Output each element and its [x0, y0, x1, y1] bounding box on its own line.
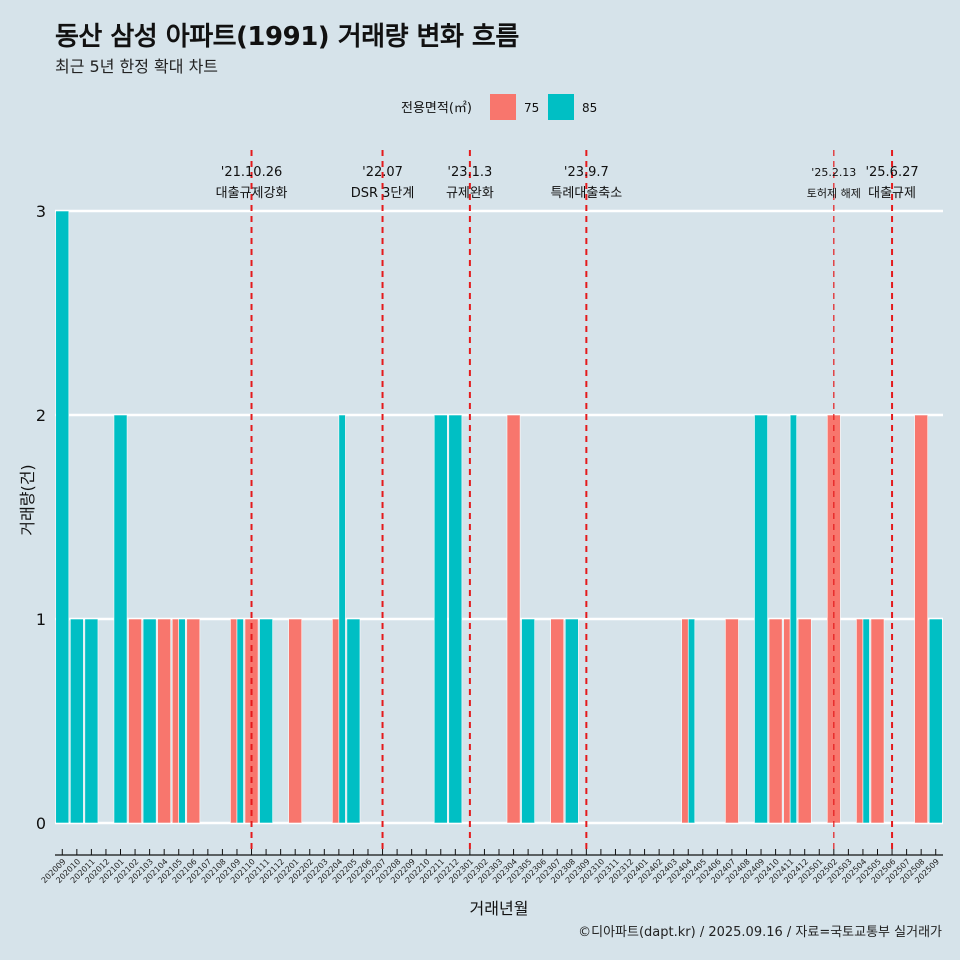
bar-85-202011 — [84, 618, 99, 824]
event-date-202301: '23.1.3 — [447, 165, 492, 180]
bar-85-202411 — [789, 414, 797, 824]
event-lines: '21.10.26 대출규제강화 '22.07 DSR 3단계 '23.1.3 규제완화 '… — [216, 150, 919, 850]
legend-label-85: 85 — [582, 101, 597, 115]
bar-85-202409 — [754, 414, 768, 824]
bar-75-202410 — [768, 618, 783, 824]
bar-75-202404 — [681, 618, 689, 824]
bar-85-202109 — [236, 618, 244, 824]
bar-85-202105 — [178, 618, 186, 824]
bar-85-202404 — [687, 618, 696, 824]
bar-75-202304 — [506, 414, 521, 824]
bar-85-202101 — [113, 414, 128, 824]
event-label-202301: 규제완화 — [446, 186, 494, 201]
bar-75-202104 — [157, 618, 172, 824]
bar-75-202412 — [797, 618, 812, 824]
bar-85-202010 — [69, 618, 84, 824]
bar-75-202109 — [230, 618, 238, 824]
bar-85-202204 — [338, 414, 346, 824]
event-date-202506: '25.6.27 — [865, 165, 918, 180]
legend-title: 전용면적(㎡) — [401, 101, 472, 116]
bar-75-202204 — [332, 618, 340, 824]
bar-85-202205 — [346, 618, 361, 824]
bars — [55, 210, 943, 824]
event-date-202110: '21.10.26 — [221, 165, 282, 180]
bar-85-202009 — [55, 210, 70, 824]
y-axis-title: 거래량(건) — [18, 464, 37, 535]
page-subtitle: 최근 5년 한정 확대 차트 — [55, 57, 219, 76]
bar-75-202411 — [783, 618, 791, 824]
event-label-202110: 대출규제강화 — [216, 186, 288, 201]
bar-75-202106 — [186, 618, 201, 824]
bar-75-202502 — [826, 414, 841, 824]
bar-75-202307 — [550, 618, 565, 824]
bar-85-202103 — [142, 618, 157, 824]
event-label-202309: 특례대출축소 — [550, 186, 622, 201]
bar-85-202305 — [521, 618, 535, 824]
event-date-202309: '23.9.7 — [564, 165, 609, 180]
legend-swatch-75 — [490, 94, 516, 120]
bar-75-202201 — [288, 618, 303, 824]
source-caption: ©디아파트(dapt.kr) / 2025.09.16 / 자료=국토교통부 실… — [578, 925, 942, 940]
bar-75-202508 — [914, 414, 929, 824]
y-tick-label: 3 — [36, 202, 46, 221]
x-axis-title: 거래년월 — [470, 899, 529, 918]
legend-label-75: 75 — [524, 101, 539, 115]
legend: 전용면적(㎡) 75 85 — [401, 94, 597, 120]
bar-75-202505 — [870, 618, 885, 824]
bar-75-202407 — [725, 618, 739, 824]
bar-85-202509 — [928, 618, 943, 824]
bar-85-202111 — [259, 618, 273, 824]
bar-85-202212 — [448, 414, 463, 824]
bar-85-202211 — [433, 414, 448, 824]
event-label-202506: 대출규제 — [868, 186, 916, 201]
y-tick-label: 0 — [36, 814, 46, 833]
event-label-202207: DSR 3단계 — [351, 186, 415, 201]
event-date-202502: '25.2.13 — [811, 166, 856, 179]
y-tick-label: 1 — [36, 610, 46, 629]
bar-85-202308 — [564, 618, 579, 824]
event-date-202207: '22.07 — [362, 165, 403, 180]
legend-swatch-85 — [548, 94, 574, 120]
bar-75-202105 — [171, 618, 180, 824]
page-title: 동산 삼성 아파트(1991) 거래량 변화 흐름 — [55, 22, 519, 52]
bar-75-202102 — [128, 618, 142, 824]
bar-75-202504 — [856, 618, 864, 824]
event-label-202502: 토허제 해제 — [807, 186, 861, 200]
bar-85-202504 — [862, 618, 870, 824]
y-tick-label: 2 — [36, 406, 46, 425]
